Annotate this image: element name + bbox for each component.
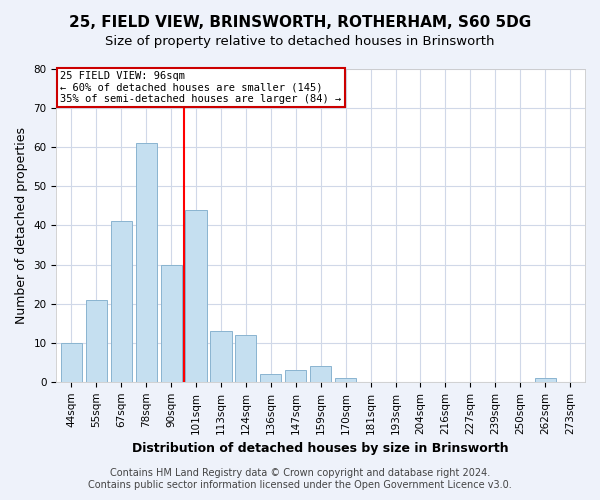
Bar <box>136 144 157 382</box>
Bar <box>110 222 132 382</box>
Bar <box>335 378 356 382</box>
Bar <box>260 374 281 382</box>
Bar <box>285 370 307 382</box>
Text: 25 FIELD VIEW: 96sqm
← 60% of detached houses are smaller (145)
35% of semi-deta: 25 FIELD VIEW: 96sqm ← 60% of detached h… <box>60 71 341 104</box>
Bar <box>185 210 206 382</box>
Bar <box>86 300 107 382</box>
X-axis label: Distribution of detached houses by size in Brinsworth: Distribution of detached houses by size … <box>133 442 509 455</box>
Bar <box>161 264 182 382</box>
Bar <box>61 342 82 382</box>
Text: 25, FIELD VIEW, BRINSWORTH, ROTHERHAM, S60 5DG: 25, FIELD VIEW, BRINSWORTH, ROTHERHAM, S… <box>69 15 531 30</box>
Bar <box>235 335 256 382</box>
Text: Contains HM Land Registry data © Crown copyright and database right 2024.
Contai: Contains HM Land Registry data © Crown c… <box>88 468 512 490</box>
Text: Size of property relative to detached houses in Brinsworth: Size of property relative to detached ho… <box>105 35 495 48</box>
Bar <box>211 331 232 382</box>
Y-axis label: Number of detached properties: Number of detached properties <box>15 127 28 324</box>
Bar <box>535 378 556 382</box>
Bar <box>310 366 331 382</box>
